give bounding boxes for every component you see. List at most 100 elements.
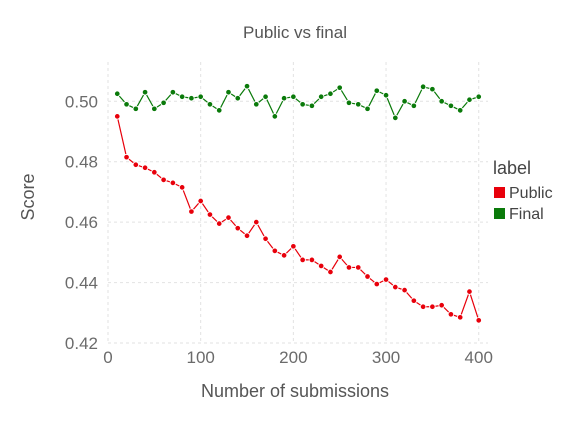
data-point-public [243, 232, 251, 239]
data-point-final [132, 105, 140, 113]
data-point-public [160, 176, 167, 184]
data-point-final [280, 95, 288, 102]
x-tick-label: 0 [103, 348, 112, 367]
data-point-final [123, 101, 130, 108]
legend-label-public: Public [509, 185, 553, 202]
x-tick-label: 400 [465, 348, 493, 367]
data-point-final [354, 101, 362, 108]
data-point-public [419, 303, 427, 310]
data-point-final [271, 113, 279, 120]
data-point-public [290, 243, 297, 250]
legend-swatch-public [494, 187, 505, 198]
data-point-public [475, 317, 482, 324]
data-point-final [206, 101, 214, 108]
data-point-public [410, 297, 418, 304]
data-point-public [401, 286, 408, 294]
x-tick-label: 300 [372, 348, 400, 367]
data-point-public [225, 214, 232, 221]
data-point-final [188, 95, 195, 102]
data-point-public [354, 264, 362, 271]
data-point-public [447, 311, 455, 318]
data-point-final [114, 90, 121, 97]
data-point-final [215, 107, 223, 114]
data-point-final [290, 93, 297, 100]
data-point-final [429, 85, 436, 93]
data-point-final [392, 114, 399, 122]
data-point-final [160, 99, 167, 107]
data-point-public [215, 220, 223, 227]
legend: label Public Final [493, 158, 553, 223]
data-point-final [225, 88, 232, 96]
y-axis-title: Score [18, 173, 38, 220]
data-point-public [188, 208, 195, 215]
data-point-public [382, 276, 390, 283]
data-point-public [392, 283, 399, 291]
data-point-final [456, 107, 464, 114]
axis-layer: 0 100 200 300 400 0.42 0.44 0.46 0.48 0.50 [65, 92, 493, 367]
legend-items: Public Final [494, 185, 553, 223]
data-point-public [132, 161, 140, 168]
data-point-public [308, 256, 316, 264]
data-point-public [299, 256, 306, 264]
data-point-final [234, 95, 242, 102]
series-line-public [116, 116, 480, 321]
data-point-public [206, 211, 214, 218]
data-point-final [253, 101, 260, 108]
data-point-public [197, 197, 204, 205]
data-point-public [141, 164, 149, 172]
legend-swatch-final [494, 208, 505, 219]
data-point-public [429, 303, 436, 310]
series-line-final [116, 85, 479, 120]
data-point-public [345, 264, 353, 271]
data-point-public [466, 288, 473, 295]
data-point-public [262, 235, 269, 243]
legend-label-final: Final [509, 206, 544, 223]
data-point-public [169, 179, 177, 187]
data-point-public [373, 280, 381, 288]
data-point-final [382, 91, 390, 99]
data-point-final [364, 105, 371, 113]
data-point-final [410, 102, 418, 110]
data-point-public [234, 224, 242, 232]
data-point-final [169, 88, 177, 96]
data-point-public [253, 218, 260, 226]
data-point-public [151, 169, 158, 176]
data-point-public [114, 113, 121, 120]
data-point-final [475, 93, 482, 100]
legend-item-final: Final [494, 206, 544, 223]
data-point-final [243, 82, 251, 90]
data-point-public [280, 252, 288, 259]
data-point-public [364, 273, 371, 280]
y-tick-label: 0.42 [65, 334, 98, 353]
data-point-final [438, 98, 445, 105]
data-point-final [141, 88, 149, 96]
x-tick-label: 100 [186, 348, 214, 367]
data-point-final [327, 90, 334, 97]
data-point-final [447, 102, 455, 110]
y-tick-label: 0.48 [65, 153, 98, 172]
data-point-final [466, 96, 473, 104]
data-point-public [456, 314, 464, 321]
data-point-final [345, 99, 353, 107]
data-point-public [336, 253, 343, 261]
x-axis-title: Number of submissions [201, 381, 389, 401]
data-point-final [317, 93, 325, 100]
data-point-final [197, 93, 204, 100]
data-point-final [401, 98, 408, 105]
y-tick-label: 0.50 [65, 92, 98, 111]
data-point-final [373, 87, 381, 94]
y-tick-label: 0.46 [65, 213, 98, 232]
data-point-public [317, 262, 325, 270]
data-point-public [438, 301, 445, 309]
x-tick-label: 200 [279, 348, 307, 367]
legend-item-public: Public [494, 185, 553, 202]
data-point-public [327, 268, 334, 276]
data-point-final [419, 83, 427, 91]
series-layer [114, 82, 482, 324]
y-tick-label: 0.44 [65, 274, 98, 293]
chart-title: Public vs final [243, 23, 347, 42]
data-point-public [123, 153, 130, 161]
data-point-public [178, 184, 186, 191]
